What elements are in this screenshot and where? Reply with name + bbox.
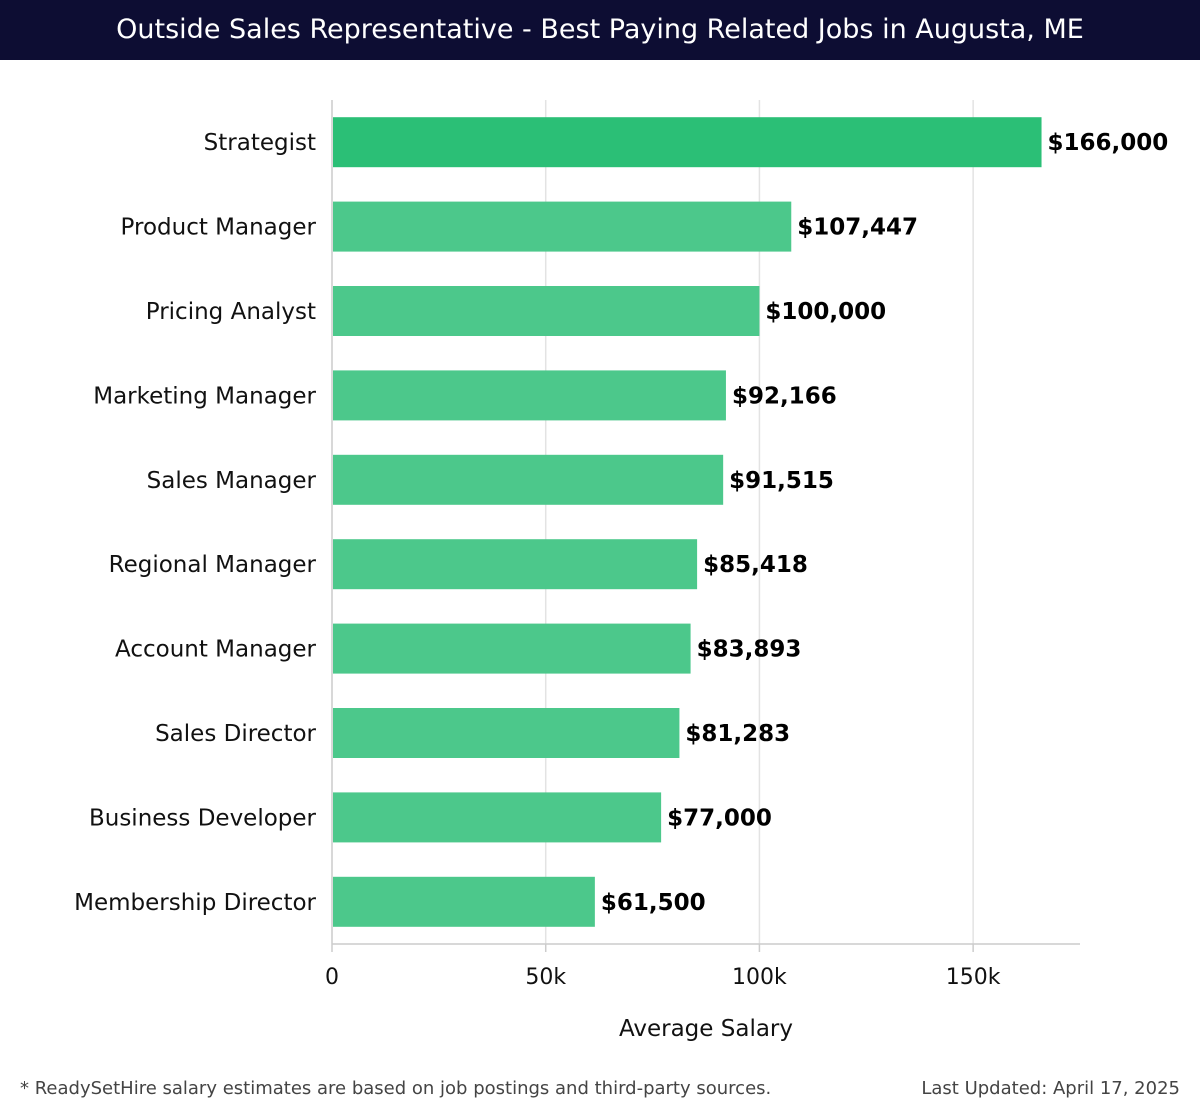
x-tick-label: 0	[325, 965, 339, 990]
bar-2	[333, 286, 760, 336]
x-tick-label: 100k	[732, 965, 787, 990]
value-label: $77,000	[667, 805, 772, 831]
bar-4	[333, 454, 724, 505]
bar-1	[333, 201, 792, 252]
value-label: $166,000	[1048, 130, 1169, 156]
category-label: Sales Director	[155, 721, 316, 747]
bar-9	[333, 876, 595, 927]
value-label: $91,515	[729, 468, 834, 494]
bar-chart: 0 50k 100k 150k Strategist $166,000 Product Ma…	[74, 100, 1169, 1042]
category-label: Business Developer	[89, 805, 317, 831]
bar-5	[333, 539, 698, 590]
category-label: Marketing Manager	[93, 383, 316, 409]
footer-note: * ReadySetHire salary estimates are base…	[20, 1078, 772, 1099]
last-updated: Last Updated: April 17, 2025	[921, 1078, 1180, 1099]
bar-0	[333, 117, 1042, 168]
bar-8	[333, 792, 662, 843]
category-label: Product Manager	[121, 215, 317, 241]
value-label: $107,447	[797, 215, 918, 241]
value-label: $92,166	[732, 383, 837, 409]
category-label: Sales Manager	[147, 468, 317, 494]
category-label: Account Manager	[115, 637, 317, 663]
bar-7	[333, 708, 680, 758]
value-label: $85,418	[703, 552, 808, 578]
x-tick-label: 150k	[946, 965, 1001, 990]
category-label: Pricing Analyst	[146, 299, 316, 325]
category-label: Membership Director	[74, 890, 316, 916]
value-label: $100,000	[765, 299, 886, 325]
value-label: $83,893	[697, 637, 802, 663]
category-label: Regional Manager	[109, 552, 317, 578]
x-axis-title: Average Salary	[619, 1016, 793, 1042]
chart-title: Outside Sales Representative - Best Payi…	[0, 0, 1200, 60]
category-label: Strategist	[204, 130, 316, 156]
bar-3	[333, 370, 726, 421]
value-label: $81,283	[685, 721, 790, 747]
x-tick-label: 50k	[525, 965, 566, 990]
bar-6	[333, 623, 691, 674]
value-label: $61,500	[601, 890, 706, 916]
